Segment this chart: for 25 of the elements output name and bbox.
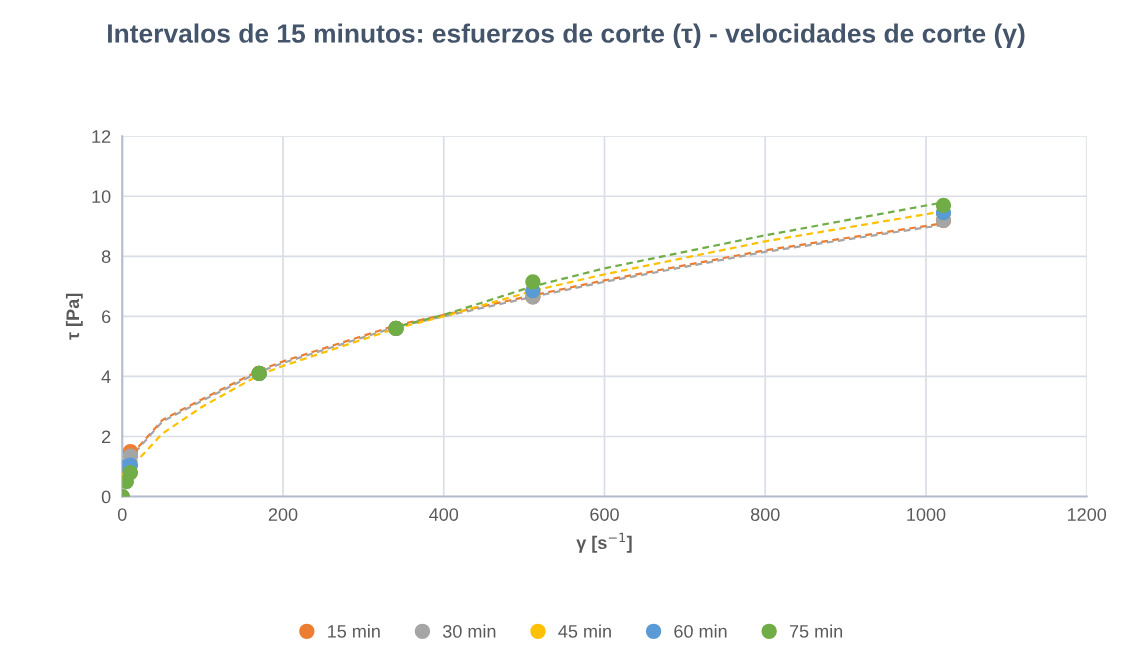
x-tick-label: 800: [750, 508, 780, 521]
legend-label: 45 min: [558, 624, 611, 638]
legend-label: 75 min: [789, 624, 843, 638]
y-tick-label: 6: [102, 310, 111, 324]
y-tick-label: 2: [102, 430, 111, 444]
y-tick-label: 10: [92, 190, 111, 203]
y-tick-label: 8: [101, 250, 111, 264]
chart-title: Intervalos de 15 minutos: esfuerzos de corte (τ) - velocidades de corte (γ): [108, 23, 1025, 49]
y-axis-title: τ [Pa]: [65, 293, 83, 340]
x-tick-label: 0: [117, 508, 127, 521]
x-tick-label: 200: [268, 508, 298, 521]
legend-label: 15 min: [328, 624, 380, 638]
x-tick-label: 1000: [907, 508, 946, 521]
x-tick-label: 400: [429, 508, 459, 521]
legend-label: 60 min: [674, 624, 727, 638]
legend-label: 30 min: [442, 624, 496, 638]
point: [122, 464, 139, 481]
point: [525, 274, 541, 290]
point: [935, 197, 952, 213]
x-tick-label: 600: [590, 508, 619, 521]
y-tick-label: 4: [101, 370, 111, 383]
y-tick-label: 12: [92, 130, 111, 143]
x-tick-label: 1200: [1068, 508, 1107, 521]
x-axis-title: γ [s$^{−1}$]: [576, 532, 632, 553]
y-tick-label: 0: [101, 490, 111, 504]
